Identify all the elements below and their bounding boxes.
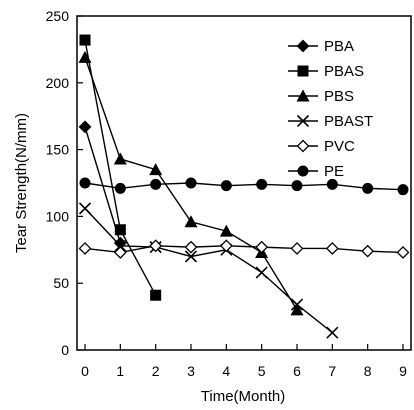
legend-marker-pe [297,165,309,177]
series-line-pe [84,182,404,191]
data-point-pvc [78,242,92,255]
x-tick-label: 1 [116,363,124,379]
data-point-pvc [184,240,198,254]
legend-label-pe: PE [324,163,344,180]
data-point-pe [326,178,338,190]
x-tick-label: 6 [293,363,301,379]
y-axis-ticks: 0 50 100 150 200 250 [46,8,83,358]
data-point-pvc [113,246,127,259]
x-tick-label: 9 [399,363,407,379]
x-tick-label: 3 [187,363,195,379]
series-line-pbast [84,207,333,334]
x-tick-label: 4 [222,363,230,379]
data-point-pe [256,178,268,190]
plot-frame [76,15,412,351]
x-tick-label: 5 [258,363,266,379]
legend-label-pbast: PBAST [324,113,373,130]
data-point-pe [150,178,162,190]
data-point-pbas [150,289,162,301]
data-point-pe [291,180,303,192]
legend-label-pbas: PBAS [324,63,364,80]
data-point-pe [397,184,409,196]
legend-label-pba: PBA [324,38,354,55]
data-point-pvc [361,244,375,258]
y-tick-label: 200 [46,75,70,91]
data-point-pe [220,180,232,192]
series-line-pvc [84,245,404,254]
x-tick-label: 0 [81,363,89,379]
y-axis-label: Tear Strength(N/mm) [13,113,30,253]
legend-label-pvc: PVC [324,138,355,155]
y-tick-label: 100 [46,208,70,224]
y-tick-label: 250 [46,8,70,24]
x-axis-label: Time(Month) [201,388,285,405]
data-point-pvc [149,239,163,253]
data-point-pbs [219,224,233,237]
series-lines [84,39,404,334]
data-point-pvc [396,246,410,259]
y-tick-label: 150 [46,142,70,158]
x-tick-label: 8 [364,363,372,379]
legend-marker-pba [296,39,310,53]
data-point-pbs [184,215,198,228]
x-axis-ticks: 0 1 2 3 4 5 6 7 8 9 [81,344,407,379]
legend-marker-pvc [296,139,310,153]
legend-marker-pbast [296,114,310,128]
data-point-pvc [290,242,304,255]
data-point-pbast [114,239,127,252]
legend: PBA PBAS PBS PBAST PVC PE [288,38,373,180]
data-point-pbast [326,326,339,339]
y-tick-label: 0 [61,342,69,358]
data-point-pbast [255,266,268,279]
data-point-pbs [78,50,92,63]
data-point-pbas [79,34,91,46]
data-point-pbs [113,152,127,165]
data-point-pbas [114,224,126,236]
data-point-pe [79,177,91,189]
data-point-pe [185,177,197,189]
y-tick-label: 50 [53,275,69,291]
data-point-pbs [149,163,163,176]
x-tick-label: 7 [328,363,336,379]
x-tick-label: 2 [152,363,160,379]
data-point-pe [114,182,126,194]
data-point-pe [362,182,374,194]
data-point-pvc [255,240,269,254]
data-point-pbs [290,303,304,316]
data-point-pba [78,120,92,134]
data-point-pvc [325,242,339,255]
data-point-pbast [78,202,92,215]
data-point-pbast [184,250,198,263]
data-point-pbast [290,298,304,311]
legend-marker-pbs [296,89,310,102]
data-point-pvc [219,239,233,253]
legend-marker-pbas [297,65,309,77]
legend-label-pbs: PBS [324,88,354,105]
series-markers [78,34,410,339]
